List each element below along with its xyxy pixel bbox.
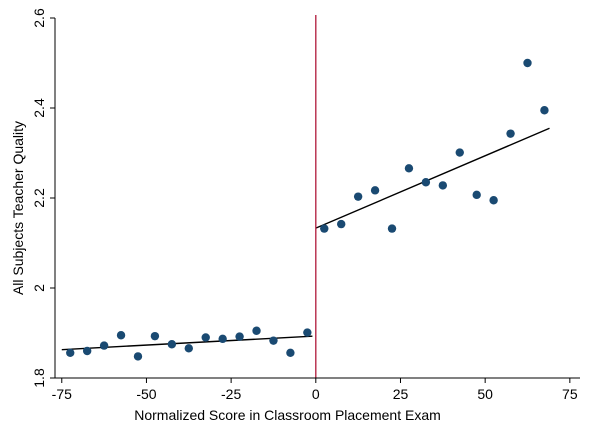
data-point xyxy=(252,326,261,335)
x-tick-label: 75 xyxy=(562,386,578,402)
data-point xyxy=(438,181,448,190)
y-tick-label: 2.4 xyxy=(31,98,47,118)
fit-line xyxy=(315,127,550,229)
data-point xyxy=(99,341,109,350)
data-point xyxy=(455,148,464,157)
data-point xyxy=(421,178,431,187)
data-point xyxy=(286,348,295,357)
x-tick-label: -25 xyxy=(221,386,241,402)
y-tick-label: 2.2 xyxy=(31,188,47,208)
x-tick-label: 0 xyxy=(312,386,320,402)
x-tick-label: -75 xyxy=(52,386,72,402)
data-point xyxy=(404,164,414,173)
data-point xyxy=(472,190,481,200)
x-tick-label: 25 xyxy=(393,386,409,402)
data-point xyxy=(370,186,380,195)
data-point xyxy=(303,328,312,337)
data-point xyxy=(320,224,329,233)
x-axis-title: Normalized Score in Classroom Placement … xyxy=(134,407,441,423)
data-point xyxy=(150,331,160,341)
data-point xyxy=(82,346,92,356)
data-point xyxy=(218,334,227,344)
data-point xyxy=(337,219,346,229)
y-axis-title: All Subjects Teacher Quality xyxy=(10,121,26,295)
data-point xyxy=(167,340,177,349)
data-point xyxy=(489,196,498,205)
data-point xyxy=(66,348,75,357)
data-points xyxy=(66,58,549,361)
data-point xyxy=(116,331,126,340)
y-tick-label: 1.8 xyxy=(31,368,47,388)
data-point xyxy=(387,224,397,233)
data-point xyxy=(540,106,549,115)
y-axis-ticks: 1.8 2 2.2 2.4 2.6 xyxy=(31,8,55,388)
y-tick-label: 2.6 xyxy=(31,8,47,28)
y-tick-label: 2 xyxy=(31,284,47,292)
x-axis-ticks: -75 -50 -25 0 25 50 75 xyxy=(52,378,578,402)
data-point xyxy=(235,332,244,341)
data-point xyxy=(523,58,532,68)
data-point xyxy=(506,129,515,138)
data-point xyxy=(353,192,363,201)
data-point xyxy=(201,333,210,342)
data-point xyxy=(184,344,193,353)
data-point xyxy=(269,336,278,345)
x-tick-label: 50 xyxy=(477,386,493,402)
x-tick-label: -50 xyxy=(136,386,156,402)
data-point xyxy=(133,352,143,361)
